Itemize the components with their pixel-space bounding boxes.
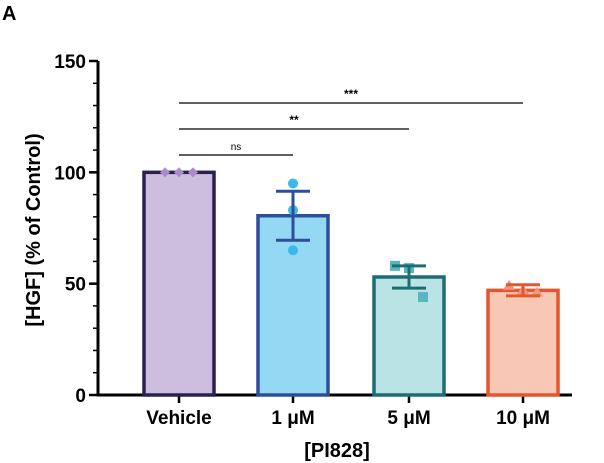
- x-tick-label: 1 μM: [271, 408, 314, 429]
- x-tick-label: 5 μM: [387, 408, 430, 429]
- x-axis-title: [PI828]: [304, 440, 370, 462]
- data-points: [160, 167, 543, 303]
- y-tick-label: 50: [65, 275, 86, 296]
- significance-label: ***: [344, 87, 358, 101]
- bar-3: [372, 275, 446, 397]
- panel-label: A: [2, 3, 16, 25]
- y-tick-label: 0: [75, 386, 86, 407]
- y-tick-label: 150: [54, 52, 86, 73]
- data-point: [288, 245, 298, 256]
- error-bars: [276, 189, 540, 298]
- x-tick-label: 10 μM: [496, 408, 550, 429]
- data-point: [174, 167, 184, 178]
- significance-label: **: [289, 113, 299, 127]
- bar-2: [256, 214, 330, 397]
- data-point: [160, 167, 170, 178]
- y-tick-label: 100: [54, 163, 86, 184]
- x-tick-label: Vehicle: [146, 408, 212, 429]
- bar-1: [142, 170, 216, 397]
- bars: [142, 170, 560, 397]
- bar-4: [486, 288, 560, 397]
- data-point: [188, 167, 198, 178]
- significance-annotations: ns*****: [179, 87, 523, 156]
- significance-label: ns: [231, 142, 242, 153]
- data-point: [531, 286, 543, 297]
- data-point: [418, 292, 428, 303]
- y-axis-title: [HGF] (% of Control): [23, 133, 45, 326]
- data-point: [288, 178, 298, 189]
